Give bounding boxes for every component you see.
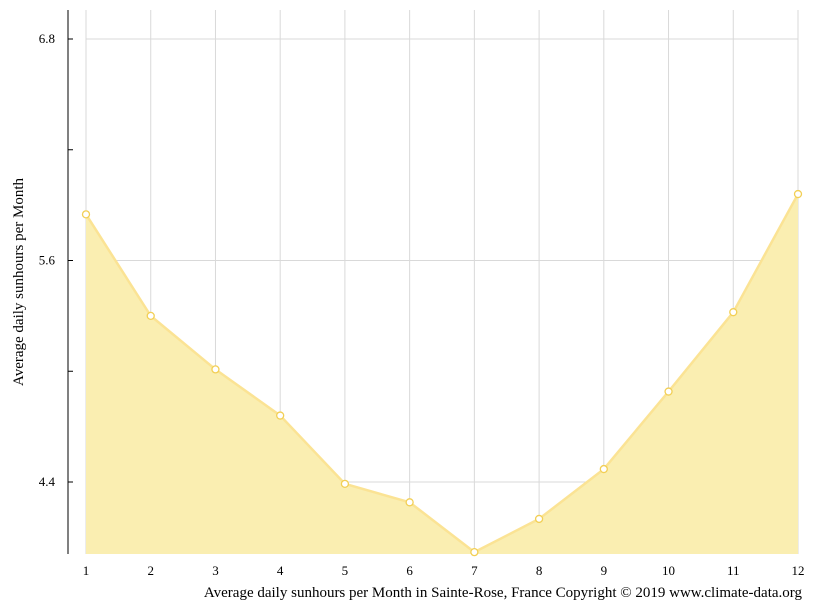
data-point-marker [276,411,285,420]
data-point-marker [729,308,738,317]
y-tick-label: 6.8 [39,31,55,46]
data-point-marker [534,514,544,524]
y-tick-label: 4.4 [39,474,56,489]
x-tick-label: 3 [212,563,219,578]
x-tick-label: 11 [727,563,740,578]
data-point-marker [664,387,673,396]
series-line [84,193,800,554]
data-point-marker [146,311,155,321]
data-point-marker [470,547,479,557]
data-point-marker [599,464,608,474]
grid-lines [85,10,799,554]
chart-caption: Average daily sunhours per Month in Sain… [204,585,803,601]
x-tick-label: 2 [147,563,154,578]
x-tick-label: 1 [83,563,90,578]
data-point-marker [340,479,350,488]
y-axis-title: Average daily sunhours per Month [11,178,27,387]
data-point-marker [81,210,91,219]
data-point-marker [405,498,414,507]
data-point-marker [793,189,803,199]
x-tick-label: 10 [662,563,675,578]
x-tick-label: 12 [792,563,805,578]
tick-labels: 6.85.64.41 2 3 4 5 6 7 8 9 10 11 12 [39,31,805,578]
data-point-marker [211,365,220,374]
x-tick-label: 4 [277,563,284,578]
x-tick-label: 7 [471,563,478,578]
axes [67,10,73,554]
y-tick-label: 5.6 [39,253,56,268]
x-tick-label: 6 [406,563,413,578]
x-tick-label: 8 [536,563,543,578]
area-fill [86,194,798,555]
data-points [81,189,803,557]
area-series [84,193,800,555]
x-tick-label: 5 [342,563,349,578]
x-tick-label: 9 [601,563,608,578]
